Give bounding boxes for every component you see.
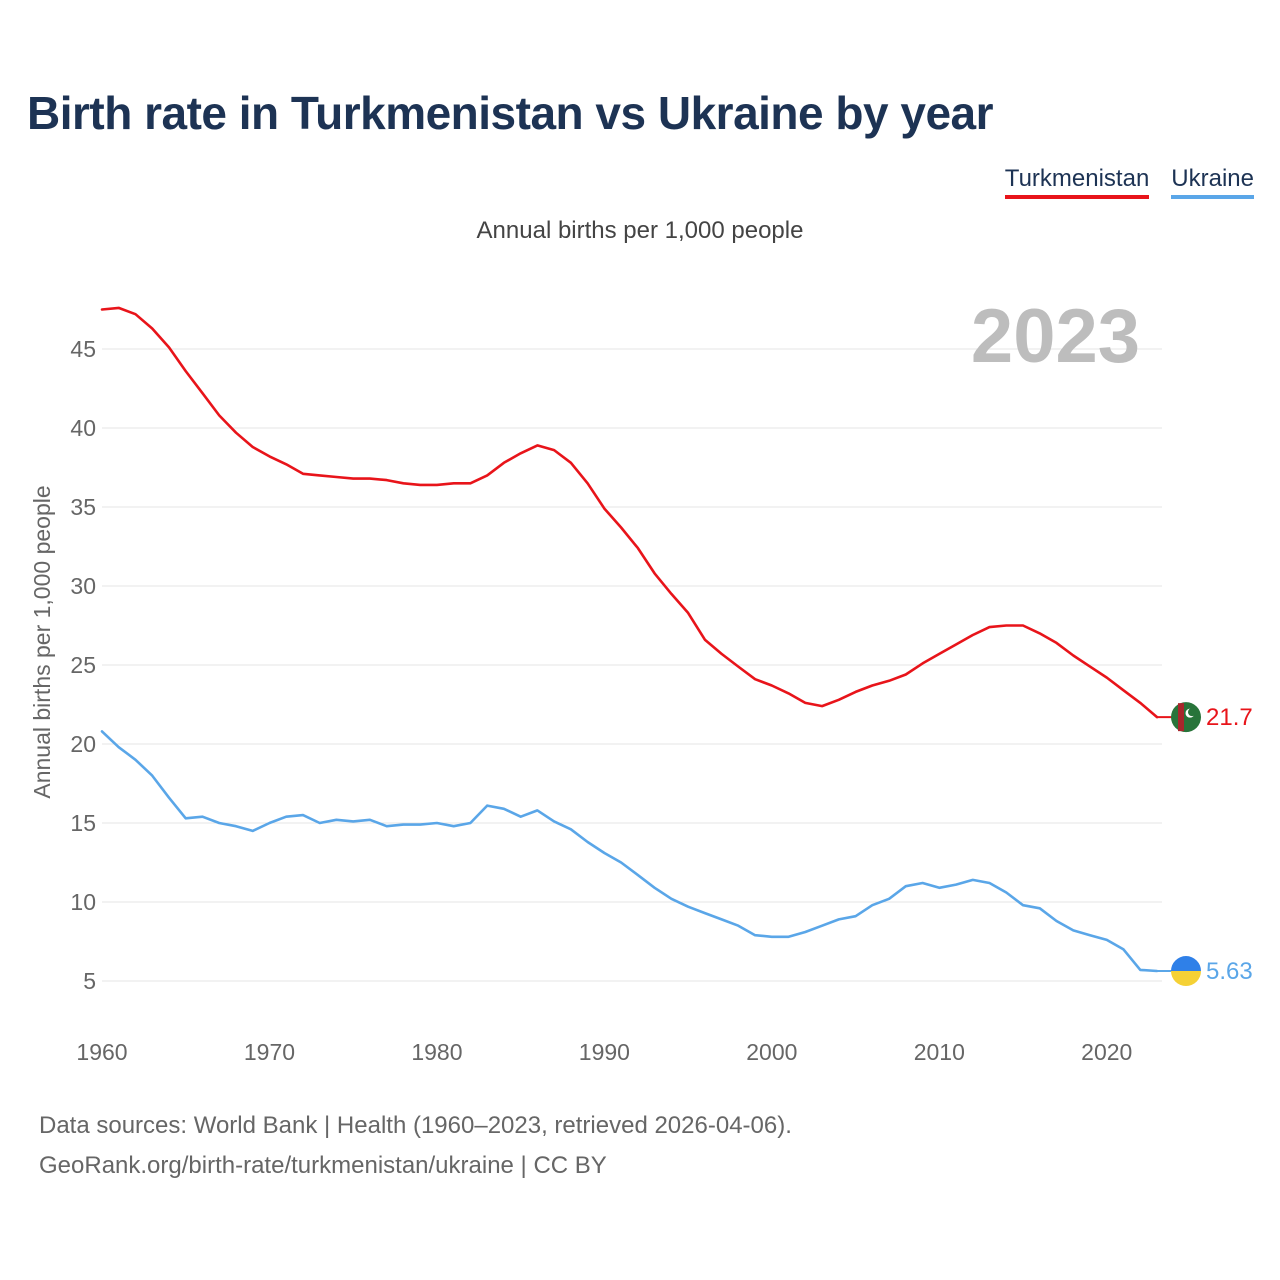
year-watermark: 2023 xyxy=(971,294,1140,379)
source-link[interactable]: GeoRank.org/birth-rate/turkmenistan/ukra… xyxy=(39,1152,607,1179)
y-tick-label: 25 xyxy=(70,652,96,678)
gridlines xyxy=(102,348,1162,982)
y-axis-ticks: 5 10 15 20 25 30 35 40 45 xyxy=(70,336,96,994)
data-source-note: Data sources: World Bank | Health (1960–… xyxy=(39,1112,792,1139)
y-axis-label: Annual births per 1,000 people xyxy=(29,485,55,798)
series-line-ukraine xyxy=(100,730,1159,973)
flag-field xyxy=(1171,702,1201,733)
y-tick-label: 40 xyxy=(70,415,96,441)
legend: Turkmenistan Ukraine xyxy=(1004,165,1254,199)
y-tick-label: 10 xyxy=(70,889,96,915)
y-tick-label: 15 xyxy=(70,810,96,836)
flag-crescent-cut xyxy=(1188,708,1196,717)
ukraine-end-value: 5.63 xyxy=(1206,958,1253,985)
x-tick-label: 2000 xyxy=(746,1039,797,1065)
line-chart: 5 10 15 20 25 30 35 40 45 1960 1970 1980 1990 2000 20… xyxy=(29,294,1253,1065)
footer: Data sources: World Bank | Health (1960–… xyxy=(39,1106,792,1186)
flag-stripe xyxy=(1178,703,1184,732)
y-tick-label: 35 xyxy=(70,494,96,520)
series-end-markers: 21.7 5.63 xyxy=(1157,702,1253,987)
x-tick-label: 2020 xyxy=(1081,1039,1132,1065)
legend-item-turkmenistan[interactable]: Turkmenistan xyxy=(1004,165,1150,199)
x-tick-label: 1980 xyxy=(411,1039,462,1065)
y-tick-label: 45 xyxy=(70,336,96,362)
ukraine-flag-icon xyxy=(1171,956,1201,987)
legend-item-ukraine[interactable]: Ukraine xyxy=(1171,165,1254,199)
x-tick-label: 1960 xyxy=(76,1039,127,1065)
x-axis-ticks: 1960 1970 1980 1990 2000 2010 2020 xyxy=(76,1039,1132,1065)
x-tick-label: 2010 xyxy=(914,1039,965,1065)
x-tick-label: 1990 xyxy=(579,1039,630,1065)
chart-title: Birth rate in Turkmenistan vs Ukraine by… xyxy=(27,87,994,139)
chart-subtitle: Annual births per 1,000 people xyxy=(476,217,804,244)
x-tick-label: 1970 xyxy=(244,1039,295,1065)
turkmenistan-flag-icon xyxy=(1171,702,1201,733)
series-line-turkmenistan xyxy=(100,306,1159,719)
y-tick-label: 30 xyxy=(70,573,96,599)
turkmenistan-end-value: 21.7 xyxy=(1206,704,1253,731)
series-lines xyxy=(100,306,1159,973)
flag-top-half xyxy=(1171,956,1201,972)
y-tick-label: 5 xyxy=(83,968,96,994)
flag-bottom-half xyxy=(1171,971,1201,987)
y-tick-label: 20 xyxy=(70,731,96,757)
